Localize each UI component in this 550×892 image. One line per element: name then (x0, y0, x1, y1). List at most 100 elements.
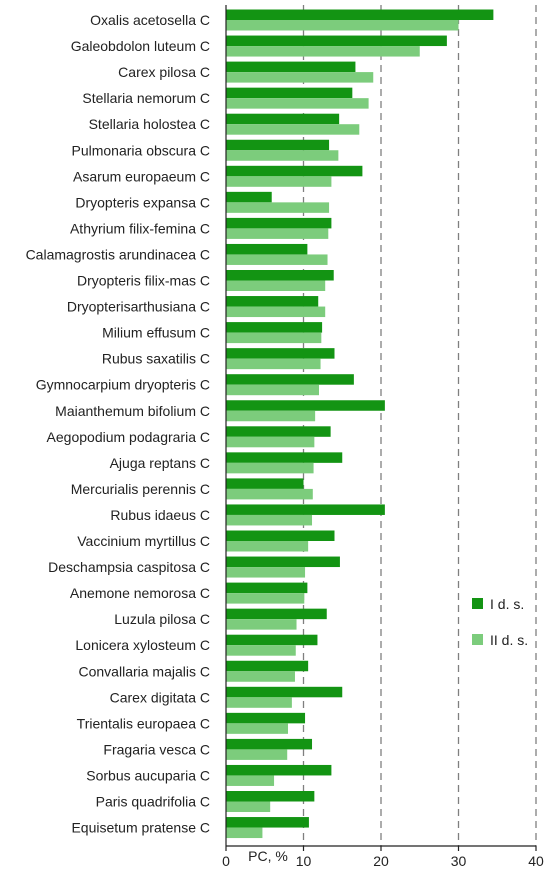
bar-1-18 (226, 478, 304, 489)
bar-1-23 (226, 608, 327, 620)
bar-2-22 (226, 593, 305, 604)
bar-2-6 (226, 176, 332, 187)
category-label-28: Fragaria vesca C (103, 741, 210, 757)
bar-1-3 (226, 87, 353, 99)
bar-1-28 (226, 738, 313, 750)
category-label-5: Pulmonaria obscura C (71, 142, 210, 158)
bar-2-10 (226, 280, 326, 291)
category-label-29: Sorbus aucuparia C (86, 767, 210, 783)
bar-2-11 (226, 306, 326, 318)
bar-1-19 (226, 504, 385, 515)
category-label-19: Rubus idaeus C (110, 507, 210, 523)
category-label-16: Aegopodium podagraria C (47, 429, 210, 445)
category-label-20: Vaccinium myrtillus C (77, 533, 210, 549)
bar-2-27 (226, 723, 288, 734)
category-label-30: Paris quadrifolia C (96, 794, 210, 810)
category-label-3: Stellaria nemorum C (82, 90, 210, 106)
x-tick-label-30: 30 (451, 853, 467, 869)
bar-1-24 (226, 634, 318, 646)
bar-2-15 (226, 410, 316, 422)
bar-2-12 (226, 332, 322, 344)
bar-1-1 (226, 35, 447, 47)
bar-2-18 (226, 488, 313, 500)
bar-1-12 (226, 322, 323, 333)
category-label-11: Dryopterisarthusiana C (67, 299, 210, 315)
bar-1-2 (226, 61, 356, 73)
bar-1-26 (226, 686, 343, 698)
x-tick-label-40: 40 (528, 853, 544, 869)
bar-1-16 (226, 426, 331, 437)
bar-2-3 (226, 98, 369, 109)
bar-1-10 (226, 270, 334, 281)
x-tick-label-20: 20 (373, 853, 389, 869)
category-label-14: Gymnocarpium dryopteris C (36, 377, 210, 393)
bar-2-7 (226, 202, 330, 213)
bar-2-30 (226, 801, 271, 812)
bar-2-5 (226, 150, 339, 161)
x-tick-labels: 0 10 20 30 40 (222, 853, 544, 869)
category-label-6: Asarum europaeum C (73, 168, 210, 184)
bar-1-17 (226, 452, 343, 463)
category-label-24: Lonicera xylosteum C (75, 637, 210, 653)
category-label-26: Carex digitata C (110, 689, 210, 705)
category-label-25: Convallaria majalis C (79, 663, 211, 679)
category-label-2: Carex pilosa C (118, 64, 210, 80)
bar-1-25 (226, 660, 309, 672)
bar-2-8 (226, 228, 329, 239)
category-label-22: Anemone nemorosa C (70, 585, 210, 601)
bar-1-22 (226, 582, 308, 594)
axes (225, 5, 537, 851)
bar-1-13 (226, 348, 335, 359)
category-label-31: Equisetum pratense C (71, 820, 210, 836)
bar-1-11 (226, 296, 319, 307)
category-label-12: Milium effusum C (102, 325, 210, 341)
legend-label-series-2: II d. s. (490, 632, 528, 648)
bar-2-4 (226, 124, 360, 135)
bar-2-19 (226, 514, 313, 526)
bar-2-24 (226, 645, 296, 656)
bar-2-23 (226, 619, 297, 630)
bar-2-9 (226, 254, 328, 265)
bar-2-31 (226, 827, 263, 839)
category-label-13: Rubus saxatilis C (102, 351, 210, 367)
bar-1-6 (226, 165, 363, 177)
legend-swatch-series-2 (472, 634, 483, 645)
bar-1-15 (226, 400, 385, 411)
category-label-1: Galeobdolon luteum C (71, 38, 210, 54)
bar-2-17 (226, 462, 314, 474)
legend-swatch-series-1 (472, 598, 483, 609)
bar-1-20 (226, 530, 335, 541)
category-label-27: Trientalis europaea C (77, 715, 210, 731)
category-label-10: Dryopteris filix-mas C (77, 273, 210, 289)
bar-1-0 (226, 9, 494, 20)
bar-2-13 (226, 358, 321, 370)
bar-2-26 (226, 697, 292, 708)
bars (226, 9, 494, 839)
category-label-21: Deschampsia caspitosa C (48, 559, 210, 575)
bar-2-2 (226, 72, 374, 83)
category-label-0: Oxalis acetosella C (90, 12, 210, 28)
bar-1-8 (226, 217, 332, 229)
x-tick-label-0: 0 (222, 853, 230, 869)
bar-1-14 (226, 374, 354, 385)
gridlines (302, 5, 537, 846)
bar-2-28 (226, 749, 288, 760)
bar-2-29 (226, 775, 275, 786)
bar-1-9 (226, 243, 308, 255)
category-label-17: Ajuga reptans C (110, 455, 210, 471)
category-label-23: Luzula pilosa C (114, 611, 210, 627)
x-tick-label-10: 10 (296, 853, 312, 869)
bar-1-21 (226, 556, 340, 568)
category-labels: Oxalis acetosella C Galeobdolon luteum C C… (26, 12, 210, 836)
x-axis-title: PC, % (248, 848, 288, 864)
legend-label-series-1: I d. s. (490, 596, 524, 612)
bar-2-20 (226, 541, 309, 552)
category-label-7: Dryopteris expansa C (75, 194, 210, 210)
category-label-4: Stellaria holostea C (89, 116, 210, 132)
bar-1-7 (226, 191, 272, 203)
bar-2-1 (226, 46, 420, 57)
bar-1-30 (226, 791, 315, 802)
legend: I d. s. II d. s. (472, 596, 528, 648)
category-label-9: Calamagrostis arundinacea C (26, 246, 210, 262)
